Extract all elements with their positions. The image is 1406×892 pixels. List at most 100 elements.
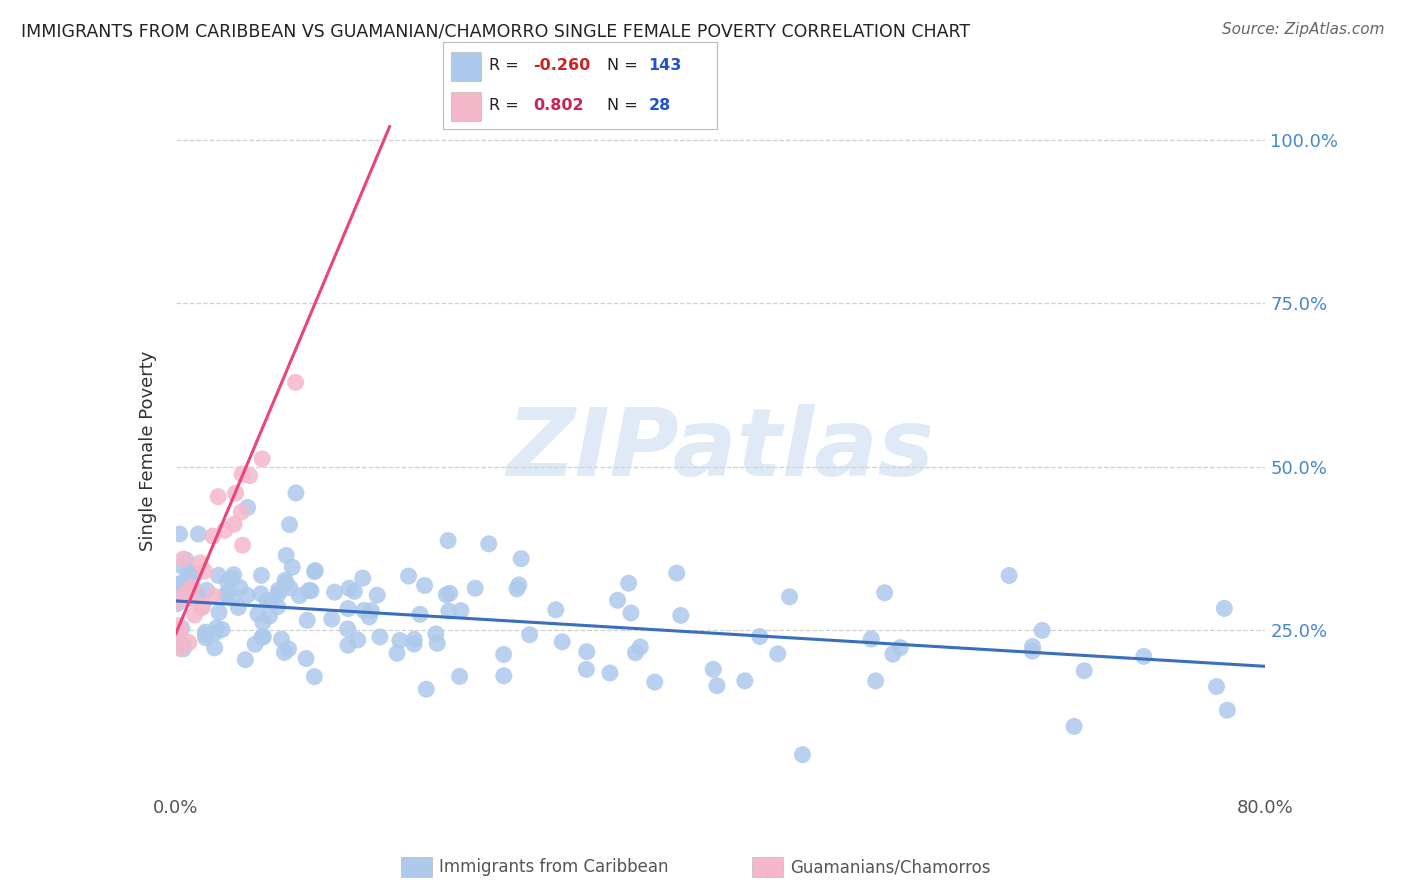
Point (250, 568, 273, 582)
Point (450, 604, 472, 618)
Point (191, 600, 214, 615)
Point (295, 651, 318, 665)
Point (665, 566, 688, 580)
Point (208, 606, 231, 620)
Point (278, 581, 301, 595)
Point (337, 601, 360, 615)
Point (437, 533, 460, 548)
Point (169, 527, 191, 541)
Point (229, 581, 252, 595)
Point (231, 505, 253, 519)
Text: N =: N = (607, 98, 644, 112)
Point (252, 615, 274, 630)
Point (246, 607, 269, 621)
Point (297, 613, 319, 627)
Point (398, 569, 420, 583)
Point (181, 580, 204, 594)
Point (1063, 719, 1085, 733)
Point (277, 642, 299, 657)
Point (404, 637, 426, 651)
Point (194, 628, 217, 642)
Point (207, 568, 229, 582)
Point (174, 553, 197, 567)
Point (360, 604, 382, 618)
Point (1073, 664, 1095, 678)
Point (353, 603, 375, 617)
Point (478, 537, 501, 551)
Point (464, 581, 486, 595)
Point (167, 624, 190, 638)
Point (250, 587, 273, 601)
Point (343, 584, 366, 599)
Point (180, 580, 202, 594)
Point (276, 549, 298, 563)
Point (222, 517, 245, 532)
Point (166, 597, 188, 611)
Point (225, 486, 247, 500)
FancyBboxPatch shape (451, 53, 481, 81)
Point (644, 675, 666, 690)
Point (204, 640, 226, 655)
Point (404, 632, 426, 647)
Point (425, 627, 447, 641)
Point (267, 586, 290, 600)
Point (299, 583, 322, 598)
Point (628, 640, 651, 654)
Point (179, 565, 201, 579)
Point (337, 581, 360, 595)
Point (250, 630, 273, 644)
Point (233, 653, 256, 667)
Point (188, 556, 211, 570)
Point (252, 630, 274, 644)
Point (748, 630, 770, 644)
Point (177, 635, 200, 649)
Point (194, 631, 217, 645)
Point (298, 583, 321, 598)
Point (184, 566, 207, 581)
Point (288, 589, 311, 603)
Point (321, 612, 343, 626)
Point (201, 529, 224, 543)
Point (436, 588, 458, 602)
Point (281, 560, 304, 574)
Point (274, 576, 297, 591)
Point (439, 586, 461, 600)
Point (575, 662, 598, 676)
Point (706, 679, 728, 693)
Point (174, 583, 197, 598)
Point (172, 559, 194, 574)
Point (779, 590, 801, 604)
Point (551, 634, 574, 648)
Point (1031, 624, 1053, 638)
Point (177, 571, 200, 585)
Point (167, 627, 190, 641)
Point (388, 633, 411, 648)
Point (273, 645, 295, 659)
Point (352, 571, 374, 585)
Point (1216, 703, 1239, 717)
Point (304, 565, 326, 579)
Point (998, 568, 1021, 582)
Point (221, 572, 243, 586)
Point (222, 567, 245, 582)
Point (284, 486, 307, 500)
Point (260, 593, 283, 607)
Point (766, 647, 789, 661)
Point (195, 583, 218, 598)
Point (169, 641, 191, 656)
Point (865, 673, 887, 688)
Point (1213, 601, 1236, 615)
Point (243, 637, 266, 651)
Point (215, 588, 238, 602)
FancyBboxPatch shape (451, 92, 481, 120)
Point (599, 665, 621, 680)
Point (368, 630, 391, 644)
Text: Guamanians/Chamorros: Guamanians/Chamorros (790, 858, 991, 876)
Point (236, 588, 259, 602)
Point (1133, 649, 1156, 664)
Point (183, 607, 205, 622)
Point (167, 577, 190, 591)
Point (409, 607, 432, 622)
Text: 0.802: 0.802 (533, 98, 583, 112)
Point (508, 578, 530, 592)
